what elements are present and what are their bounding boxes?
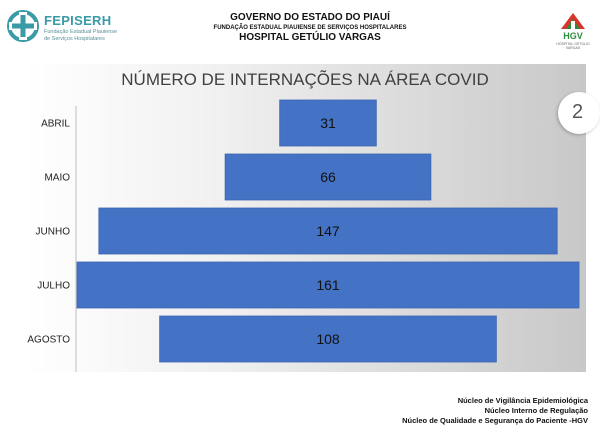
bar-julho — [76, 261, 580, 309]
bar-value-label-abril: 31 — [320, 115, 336, 131]
page-number-badge: 2 — [558, 92, 600, 134]
chart-slide: NÚMERO DE INTERNAÇÕES NA ÁREA COVID 31 AB… — [24, 64, 586, 372]
bar-abril — [279, 99, 377, 147]
header-hospital: HOSPITAL GETÚLIO VARGAS — [239, 32, 381, 43]
bars-group: 31 ABRIL 66 MAIO 147 JUNHO 161 JULHO 108 AGOSTO — [27, 99, 580, 363]
bar-junho — [98, 207, 558, 255]
bar-value-label-junho: 147 — [316, 223, 340, 239]
fepiserh-emblem-icon — [7, 10, 39, 42]
footer-line-quality: Núcleo de Qualidade e Segurança do Pacie… — [402, 416, 588, 425]
page-header: FEPISERH Fundação Estadual Piauiense de … — [0, 0, 600, 58]
footer-line-surveillance: Núcleo de Vigilância Epidemiológica — [457, 396, 588, 405]
bar-value-label-julho: 161 — [316, 277, 340, 293]
bar-maio — [224, 153, 432, 201]
bar-value-label-agosto: 108 — [316, 331, 340, 347]
footer-credits: Núcleo de Vigilância Epidemiológica Núcl… — [330, 396, 588, 426]
page-number: 2 — [572, 101, 584, 123]
category-label-maio: MAIO — [44, 173, 70, 184]
header-government: GOVERNO DO ESTADO DO PIAUÍ — [230, 12, 390, 23]
category-label-abril: ABRIL — [41, 119, 70, 130]
bar-chart: NÚMERO DE INTERNAÇÕES NA ÁREA COVID 31 AB… — [27, 70, 580, 372]
fepiserh-brand-sub: Fundação Estadual Piauiense de Serviços … — [44, 29, 118, 42]
fepiserh-logo: FEPISERH Fundação Estadual Piauiense de … — [6, 9, 156, 49]
bar-value-label-maio: 66 — [320, 169, 336, 185]
category-label-junho: JUNHO — [36, 227, 71, 238]
bar-agosto — [159, 315, 497, 363]
category-label-agosto: AGOSTO — [27, 335, 70, 346]
header-foundation: FUNDAÇÃO ESTADUAL PIAUIENSE DE SERVIÇOS … — [213, 25, 407, 31]
footer-line-regulation: Núcleo Interno de Regulação — [484, 406, 588, 415]
hgv-emblem-icon — [561, 13, 585, 29]
fepiserh-brand: FEPISERH — [44, 13, 112, 28]
category-label-julho: JULHO — [37, 281, 70, 292]
header-titles: GOVERNO DO ESTADO DO PIAUÍ FUNDAÇÃO ESTA… — [160, 12, 460, 44]
hgv-logo-text: HGV — [563, 31, 583, 41]
hgv-logo: HGV HOSPITAL GETÚLIO VARGAS — [555, 9, 591, 50]
chart-title: NÚMERO DE INTERNAÇÕES NA ÁREA COVID — [121, 70, 488, 89]
hgv-logo-sub: HOSPITAL GETÚLIO VARGAS — [556, 42, 590, 50]
